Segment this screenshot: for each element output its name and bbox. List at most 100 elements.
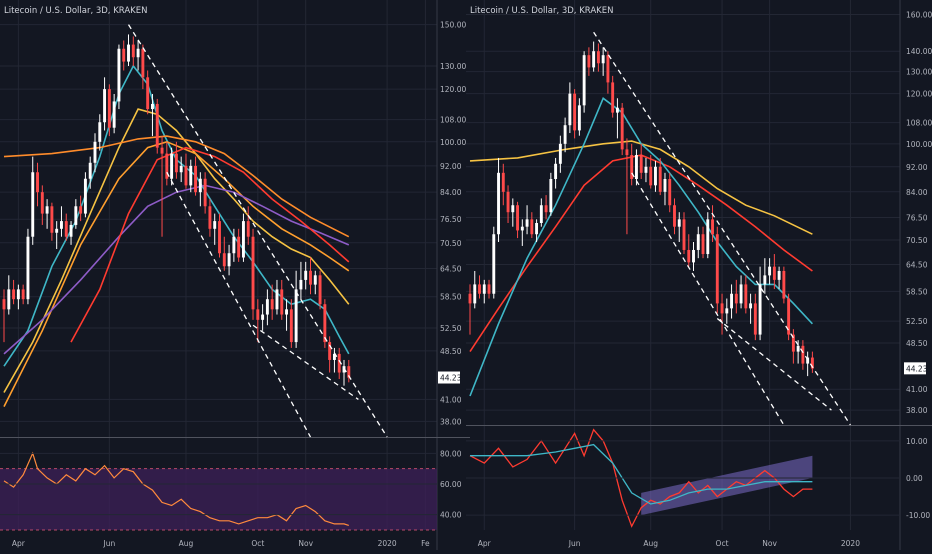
candle-body	[711, 219, 714, 235]
candle-body	[644, 166, 648, 173]
x-tick-label: Oct	[716, 539, 729, 548]
candle-body	[482, 284, 486, 294]
candle-body	[64, 221, 68, 237]
candle-body	[184, 165, 188, 186]
candle-body	[294, 289, 298, 343]
candle-body	[7, 289, 11, 310]
candle-body	[596, 51, 600, 64]
candle-body	[155, 103, 159, 148]
candle-body	[810, 357, 814, 369]
y-tick-label: 108.00	[440, 116, 466, 125]
candle-body	[270, 299, 274, 310]
candle-body	[620, 107, 624, 150]
candle-body	[40, 192, 44, 214]
last-price-badge	[904, 362, 926, 375]
candle-body	[744, 284, 748, 309]
candle-body	[501, 172, 505, 192]
candle-body	[170, 153, 174, 179]
candle-body	[150, 103, 154, 110]
candle-body	[606, 55, 610, 83]
candle-body	[332, 353, 336, 360]
candle-body	[26, 236, 30, 300]
y-tick-label: 120.00	[440, 85, 466, 94]
chart-title: Litecoin / U.S. Dollar, 3D, KRAKEN	[4, 6, 147, 16]
osc-y-tick-label: 40.00	[440, 511, 462, 520]
candle-body	[634, 155, 638, 180]
x-tick-label: Jun	[102, 539, 115, 548]
x-tick-label: Fe	[421, 539, 430, 548]
candle-body	[285, 309, 289, 315]
y-tick-label: 64.50	[906, 261, 928, 270]
candle-body	[611, 82, 615, 113]
candle-body	[275, 289, 279, 310]
candle-body	[497, 172, 500, 235]
moving-average-line	[70, 146, 350, 343]
y-tick-label: 48.50	[906, 339, 928, 348]
candle-body	[131, 44, 135, 58]
candle-body	[117, 48, 121, 102]
candle-body	[506, 191, 510, 213]
candle-body	[146, 77, 150, 110]
candle-body	[625, 149, 629, 156]
candle-body	[174, 153, 178, 173]
candle-body	[12, 289, 16, 300]
candle-body	[328, 342, 332, 360]
candle-body	[558, 143, 562, 164]
y-tick-label: 84.00	[440, 188, 462, 197]
x-tick-label: Nov	[298, 539, 313, 548]
x-tick-label: Oct	[251, 539, 264, 548]
chart-panel-left: Litecoin / U.S. Dollar, 3D, KRAKEN 38.00 4…	[0, 0, 470, 550]
y-tick-label: 140.00	[906, 47, 932, 56]
candle-body	[782, 270, 786, 299]
candle-body	[304, 270, 308, 280]
candle-body	[473, 284, 477, 304]
candle-body	[763, 275, 767, 285]
x-tick-label: Apr	[478, 539, 492, 548]
y-tick-label: 41.00	[440, 395, 462, 404]
candle-body	[530, 219, 534, 235]
candle-body	[313, 275, 317, 285]
y-tick-label: 100.00	[440, 138, 466, 147]
trendline	[593, 31, 851, 426]
candle-body	[516, 205, 520, 231]
candle-body	[468, 293, 472, 304]
y-tick-label: 92.00	[906, 163, 928, 172]
y-tick-label: 58.50	[906, 287, 928, 296]
candle-body	[649, 166, 653, 186]
candle-body	[687, 249, 691, 263]
candle-body	[69, 224, 73, 237]
candle-body	[587, 55, 591, 68]
trendline	[631, 172, 785, 426]
candle-body	[222, 253, 226, 267]
x-tick-label: Apr	[12, 539, 26, 548]
osc-y-tick-label: -10.00	[906, 511, 930, 520]
candle-body	[256, 309, 260, 320]
candle-body	[568, 93, 572, 126]
y-tick-label: 150.00	[440, 21, 466, 30]
candle-body	[261, 314, 265, 320]
candle-body	[189, 165, 193, 186]
y-tick-label: 160.00	[906, 10, 932, 19]
candle-body	[179, 165, 183, 173]
candle-body	[696, 234, 700, 250]
candle-body	[582, 55, 586, 106]
candle-body	[218, 221, 221, 254]
trendline	[252, 324, 359, 400]
y-tick-label: 52.50	[440, 324, 462, 333]
x-tick-label: 2020	[378, 539, 397, 548]
candle-body	[739, 284, 743, 304]
y-tick-label: 38.00	[906, 406, 928, 415]
trendline	[716, 318, 832, 411]
candle-body	[203, 178, 207, 207]
macd-channel	[641, 455, 813, 516]
candle-body	[630, 155, 634, 180]
candle-body	[777, 270, 781, 280]
y-tick-label: 70.50	[440, 239, 462, 248]
candle-body	[79, 206, 83, 214]
candle-body	[31, 172, 35, 237]
last-price-label: 44.23	[440, 374, 462, 383]
candle-body	[241, 221, 245, 258]
candle-body	[706, 219, 710, 255]
moving-average-line	[3, 140, 350, 407]
macd-slow-line	[470, 443, 813, 505]
